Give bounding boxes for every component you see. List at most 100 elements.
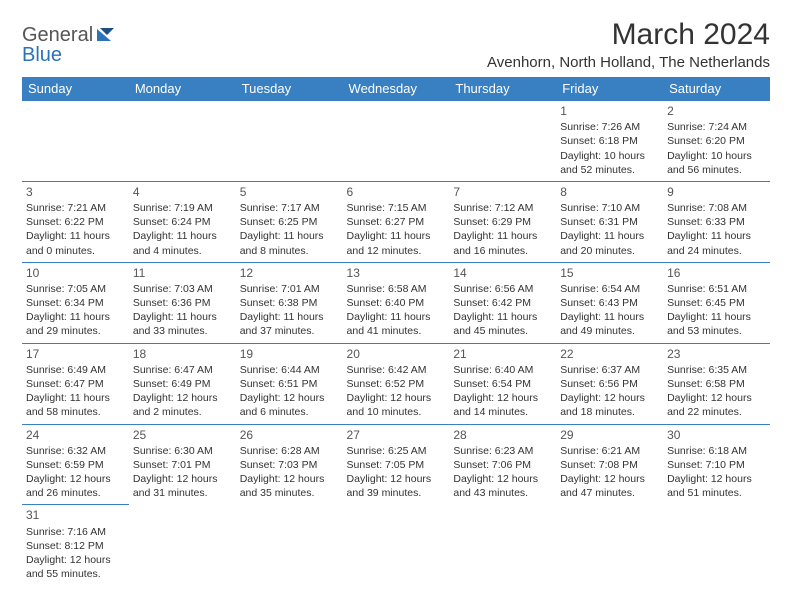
daylight-line: Daylight: 11 hours xyxy=(26,391,125,405)
sunrise-line: Sunrise: 6:18 AM xyxy=(667,444,766,458)
sunset-line: Sunset: 6:49 PM xyxy=(133,377,232,391)
calendar-cell: 4Sunrise: 7:19 AMSunset: 6:24 PMDaylight… xyxy=(129,181,236,262)
day-number: 10 xyxy=(26,265,125,281)
calendar-cell: 21Sunrise: 6:40 AMSunset: 6:54 PMDayligh… xyxy=(449,343,556,424)
daylight-line: Daylight: 12 hours xyxy=(453,391,552,405)
day-number: 17 xyxy=(26,346,125,362)
sunset-line: Sunset: 6:22 PM xyxy=(26,215,125,229)
sunset-line: Sunset: 6:27 PM xyxy=(347,215,446,229)
calendar-row: 24Sunrise: 6:32 AMSunset: 6:59 PMDayligh… xyxy=(22,424,770,505)
day-number: 1 xyxy=(560,103,659,119)
sunrise-line: Sunrise: 6:23 AM xyxy=(453,444,552,458)
daylight-line: Daylight: 11 hours xyxy=(560,310,659,324)
daylight-line: Daylight: 11 hours xyxy=(240,229,339,243)
daylight-line: Daylight: 10 hours xyxy=(667,149,766,163)
sunset-line: Sunset: 6:25 PM xyxy=(240,215,339,229)
sunset-line: Sunset: 7:05 PM xyxy=(347,458,446,472)
sunset-line: Sunset: 7:10 PM xyxy=(667,458,766,472)
sunset-line: Sunset: 6:54 PM xyxy=(453,377,552,391)
sunset-line: Sunset: 6:18 PM xyxy=(560,134,659,148)
daylight-line: and 49 minutes. xyxy=(560,324,659,338)
daylight-line: and 39 minutes. xyxy=(347,486,446,500)
calendar-cell: 24Sunrise: 6:32 AMSunset: 6:59 PMDayligh… xyxy=(22,424,129,505)
day-number: 19 xyxy=(240,346,339,362)
calendar-cell: 16Sunrise: 6:51 AMSunset: 6:45 PMDayligh… xyxy=(663,262,770,343)
sunset-line: Sunset: 6:34 PM xyxy=(26,296,125,310)
sunset-line: Sunset: 6:43 PM xyxy=(560,296,659,310)
day-number: 15 xyxy=(560,265,659,281)
sunset-line: Sunset: 6:58 PM xyxy=(667,377,766,391)
sunrise-line: Sunrise: 7:21 AM xyxy=(26,201,125,215)
daylight-line: Daylight: 11 hours xyxy=(667,310,766,324)
weekday-header: Thursday xyxy=(449,77,556,101)
day-number: 9 xyxy=(667,184,766,200)
sunrise-line: Sunrise: 7:01 AM xyxy=(240,282,339,296)
daylight-line: and 14 minutes. xyxy=(453,405,552,419)
daylight-line: and 56 minutes. xyxy=(667,163,766,177)
day-number: 30 xyxy=(667,427,766,443)
daylight-line: and 18 minutes. xyxy=(560,405,659,419)
calendar-cell: 1Sunrise: 7:26 AMSunset: 6:18 PMDaylight… xyxy=(556,101,663,182)
sunset-line: Sunset: 6:31 PM xyxy=(560,215,659,229)
calendar-cell: 7Sunrise: 7:12 AMSunset: 6:29 PMDaylight… xyxy=(449,181,556,262)
logo-blue-row: Blue xyxy=(22,38,62,67)
daylight-line: and 53 minutes. xyxy=(667,324,766,338)
weekday-header: Wednesday xyxy=(343,77,450,101)
sunset-line: Sunset: 6:52 PM xyxy=(347,377,446,391)
title-block: March 2024 Avenhorn, North Holland, The … xyxy=(487,18,770,71)
daylight-line: and 47 minutes. xyxy=(560,486,659,500)
sunset-line: Sunset: 6:51 PM xyxy=(240,377,339,391)
daylight-line: Daylight: 12 hours xyxy=(667,391,766,405)
sunset-line: Sunset: 8:12 PM xyxy=(26,539,125,553)
calendar-cell: 9Sunrise: 7:08 AMSunset: 6:33 PMDaylight… xyxy=(663,181,770,262)
day-number: 25 xyxy=(133,427,232,443)
sunset-line: Sunset: 7:03 PM xyxy=(240,458,339,472)
sunrise-line: Sunrise: 6:42 AM xyxy=(347,363,446,377)
calendar-row: 17Sunrise: 6:49 AMSunset: 6:47 PMDayligh… xyxy=(22,343,770,424)
calendar-cell: 3Sunrise: 7:21 AMSunset: 6:22 PMDaylight… xyxy=(22,181,129,262)
sunrise-line: Sunrise: 6:54 AM xyxy=(560,282,659,296)
daylight-line: Daylight: 12 hours xyxy=(347,391,446,405)
daylight-line: and 35 minutes. xyxy=(240,486,339,500)
daylight-line: and 41 minutes. xyxy=(347,324,446,338)
day-number: 23 xyxy=(667,346,766,362)
calendar-cell: 5Sunrise: 7:17 AMSunset: 6:25 PMDaylight… xyxy=(236,181,343,262)
calendar-cell: 11Sunrise: 7:03 AMSunset: 6:36 PMDayligh… xyxy=(129,262,236,343)
calendar-cell: 28Sunrise: 6:23 AMSunset: 7:06 PMDayligh… xyxy=(449,424,556,505)
day-number: 11 xyxy=(133,265,232,281)
daylight-line: Daylight: 12 hours xyxy=(133,391,232,405)
calendar-cell xyxy=(343,101,450,182)
daylight-line: Daylight: 11 hours xyxy=(453,310,552,324)
calendar-cell: 8Sunrise: 7:10 AMSunset: 6:31 PMDaylight… xyxy=(556,181,663,262)
sunrise-line: Sunrise: 6:37 AM xyxy=(560,363,659,377)
logo-flag-icon xyxy=(97,27,115,41)
sunrise-line: Sunrise: 7:16 AM xyxy=(26,525,125,539)
calendar-cell: 15Sunrise: 6:54 AMSunset: 6:43 PMDayligh… xyxy=(556,262,663,343)
calendar-row: 3Sunrise: 7:21 AMSunset: 6:22 PM Daylight… xyxy=(22,181,770,262)
sunrise-line: Sunrise: 7:08 AM xyxy=(667,201,766,215)
sunrise-line: Sunrise: 6:44 AM xyxy=(240,363,339,377)
day-number: 27 xyxy=(347,427,446,443)
daylight-line: Daylight: 11 hours xyxy=(560,229,659,243)
calendar-cell xyxy=(129,505,236,585)
calendar-cell: 2Sunrise: 7:24 AMSunset: 6:20 PMDaylight… xyxy=(663,101,770,182)
daylight-line: and 2 minutes. xyxy=(133,405,232,419)
sunrise-line: Sunrise: 7:17 AM xyxy=(240,201,339,215)
sunset-line: Sunset: 7:01 PM xyxy=(133,458,232,472)
calendar-cell: 18Sunrise: 6:47 AMSunset: 6:49 PMDayligh… xyxy=(129,343,236,424)
daylight-line: Daylight: 12 hours xyxy=(560,472,659,486)
calendar-head: SundayMondayTuesdayWednesdayThursdayFrid… xyxy=(22,77,770,101)
sunset-line: Sunset: 6:33 PM xyxy=(667,215,766,229)
day-number: 2 xyxy=(667,103,766,119)
daylight-line: Daylight: 11 hours xyxy=(133,310,232,324)
daylight-line: Daylight: 12 hours xyxy=(240,391,339,405)
day-number: 13 xyxy=(347,265,446,281)
header: General March 2024 Avenhorn, North Holla… xyxy=(22,18,770,71)
day-number: 20 xyxy=(347,346,446,362)
sunrise-line: Sunrise: 7:24 AM xyxy=(667,120,766,134)
day-number: 5 xyxy=(240,184,339,200)
daylight-line: and 0 minutes. xyxy=(26,244,125,258)
daylight-line: Daylight: 12 hours xyxy=(667,472,766,486)
day-number: 3 xyxy=(26,184,125,200)
daylight-line: Daylight: 12 hours xyxy=(347,472,446,486)
